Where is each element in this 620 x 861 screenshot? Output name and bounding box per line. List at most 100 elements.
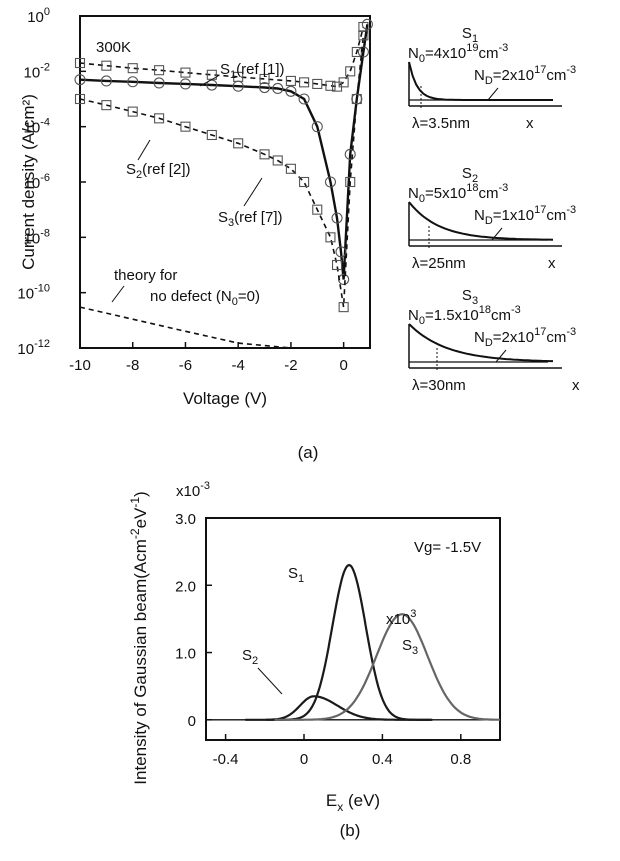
- panel-a-y-tick-label: 10-8: [24, 227, 50, 247]
- inset-nd-label: ND=2x1017cm-3: [474, 326, 576, 349]
- panel-a-x-tick-label: -2: [284, 357, 297, 374]
- panel-a-series-3-line: [79, 306, 344, 349]
- panel-a-series-0-marker: [345, 66, 356, 77]
- inset-title: S1: [462, 25, 478, 45]
- panel-a-series-1-marker: [344, 148, 356, 160]
- panel-b-y-axis-label: Intensity of Gaussian beam(Acm-2eV-1): [128, 491, 150, 784]
- panel-a-y-tick-label: 100: [27, 6, 50, 26]
- panel-a-x-ticks: -10 -8 -6 -4 -2 0: [69, 342, 348, 374]
- caption-a: (a): [298, 443, 319, 462]
- panel-a-series-1-marker: [335, 246, 347, 258]
- panel-a-series-1-marker: [153, 77, 165, 89]
- panel-a-series: [74, 18, 373, 349]
- panel-a-series-0-marker: [259, 73, 270, 85]
- panel-a-series-2-marker: [351, 93, 362, 105]
- panel-a-series-2-marker: [272, 155, 283, 166]
- panel-a-series-2-marker: [299, 176, 310, 188]
- panel-b-y-tick-label: 2.0: [175, 578, 196, 595]
- panel-a-y-ticks: 100 10-2 10-4 10-6 10-8 10-10 10-12: [17, 6, 86, 358]
- panel-a-series-2-marker: [345, 176, 356, 188]
- panel-a-x-tick-label: 0: [339, 357, 347, 374]
- annotation-s3-leader: [243, 177, 263, 207]
- panel-a-series-2-marker: [101, 100, 112, 111]
- inset-nd-leader: [487, 87, 499, 101]
- panel-a-series-0-marker: [325, 80, 336, 91]
- panel-b-x-tick-label: 0: [300, 751, 308, 768]
- annotation-s1: S1(ref [1]): [220, 61, 284, 81]
- panel-a-series-0-marker: [180, 67, 191, 78]
- panel-a-x-axis-label: Voltage (V): [183, 389, 267, 408]
- annotation-s2-leader: [137, 139, 151, 161]
- inset-n0-label: N0=1.5x1018cm-3: [408, 304, 521, 327]
- caption-b: (b): [340, 821, 361, 840]
- panel-a-y-tick-label: 10-10: [17, 283, 50, 303]
- panel-b-frame: [205, 517, 501, 741]
- panel-a-series-2-marker: [259, 149, 270, 160]
- panel-a-x-tick-label: -6: [179, 357, 192, 374]
- inset-nd-label: ND=1x1017cm-3: [474, 204, 576, 227]
- panel-a-series-2-marker: [325, 232, 336, 243]
- panel-a-series-2-marker: [338, 302, 349, 313]
- annotation-s1-leader: [199, 75, 219, 87]
- panel-a-y-axis-label: Current density (A/cm²): [19, 94, 38, 270]
- panel-a-y-tick-label: 10-12: [17, 338, 50, 358]
- panel-a-series-2-marker: [154, 113, 165, 124]
- inset-decay-curve: [408, 323, 553, 363]
- inset-decay-curve: [408, 61, 553, 101]
- label-s2-leader: [257, 667, 283, 695]
- panel-a-series-1-marker: [361, 18, 373, 30]
- panel-a-series-1-marker: [232, 80, 244, 92]
- panel-a-series-1-marker: [311, 121, 323, 133]
- panel-a-x-tick-label: -4: [232, 357, 245, 374]
- inset-x-label: x: [548, 255, 556, 272]
- panel-a-y-tick-label: 10-4: [24, 117, 50, 137]
- panel-b-series: [206, 563, 501, 721]
- panel-a-series-1-line: [79, 24, 369, 280]
- inset-x-label: x: [572, 377, 580, 394]
- panel-a-series-2-marker: [358, 30, 369, 41]
- panel-a-series-0-marker: [127, 63, 138, 74]
- annotation-theory-line1: theory for: [114, 267, 177, 284]
- inset-lambda-label: λ=25nm: [412, 255, 466, 272]
- panel-b-multiplier: x10-3: [176, 480, 210, 500]
- label-s1: S1: [288, 565, 304, 585]
- panel-a-series-2-marker: [127, 106, 138, 117]
- panel-b-x-tick-label: -0.4: [213, 751, 239, 768]
- panel-a-series-0-marker: [74, 57, 86, 69]
- panel-b-x-ticks: -0.4 0 0.4 0.8: [213, 734, 471, 768]
- panel-a-x-tick-label: -8: [126, 357, 139, 374]
- inset-lambda-label: λ=30nm: [412, 377, 466, 394]
- label-x103: x103: [386, 608, 416, 628]
- panel-a-series-1-marker: [324, 176, 337, 188]
- annotation-theory-leader: [111, 285, 125, 303]
- panel-a-series-0-marker: [338, 77, 349, 88]
- panel-b-series-s3-curve: [274, 613, 501, 721]
- temperature-label: 300K: [96, 39, 131, 56]
- panel-a-series-1-marker: [331, 212, 343, 224]
- panel-a-series-2-marker: [331, 259, 343, 271]
- panel-a-series-1-marker: [179, 78, 192, 90]
- inset-title: S2: [462, 165, 478, 185]
- panel-b-y-tick-label: 0: [188, 713, 196, 730]
- panel-a-series-2-marker: [233, 138, 244, 149]
- panel-a-series-1-marker: [272, 82, 284, 95]
- inset-n0-label: N0=4x1019cm-3: [408, 42, 508, 65]
- panel-a-series-0-marker: [351, 46, 362, 58]
- annotation-s2: S2(ref [2]): [126, 161, 190, 181]
- panel-b-y-tick-label: 3.0: [175, 511, 196, 528]
- inset-nd-label: ND=2x1017cm-3: [474, 64, 576, 87]
- panel-b-y-tick-label: 1.0: [175, 646, 196, 663]
- vg-label: Vg= -1.5V: [414, 539, 481, 556]
- panel-a-y-tick-label: 10-6: [24, 172, 50, 192]
- panel-a-series-0-line: [79, 26, 365, 88]
- panel-a-series-1-marker: [100, 75, 112, 87]
- inset-n0-label: N0=5x1018cm-3: [408, 182, 508, 205]
- panel-a-series-1-marker: [357, 46, 369, 58]
- inset-lambda-label: λ=3.5nm: [412, 115, 470, 132]
- panel-a-series-1-marker: [258, 81, 271, 94]
